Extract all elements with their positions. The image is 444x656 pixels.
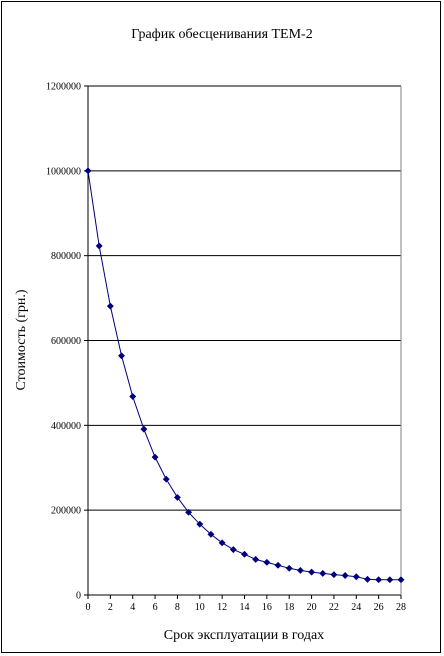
data-point [117, 352, 126, 360]
data-point [151, 453, 159, 461]
data-point [240, 550, 249, 558]
data-point [207, 530, 215, 538]
gridlines [88, 85, 401, 511]
data-point [341, 571, 349, 580]
x-tick-label: 14 [240, 602, 250, 613]
data-point [285, 564, 293, 572]
x-tick-label: 10 [195, 602, 205, 613]
data-point [319, 569, 327, 577]
data-point [397, 576, 405, 584]
x-tick-label: 2 [108, 602, 113, 613]
x-tick-label: 12 [217, 602, 227, 613]
data-point [140, 425, 148, 433]
x-tick-label: 26 [374, 602, 384, 613]
x-tick-label: 4 [130, 602, 135, 613]
data-point [196, 520, 204, 528]
y-axis-ticks: 0 200000 400000 600000 800000 1000000 1200000 [46, 82, 88, 602]
x-axis-ticks: 0 2 4 6 8 10 12 14 16 18 20 22 24 26 28 [86, 595, 406, 613]
x-tick-label: 0 [86, 602, 91, 613]
x-tick-label: 20 [307, 602, 317, 613]
data-point [162, 475, 170, 483]
data-point [129, 392, 137, 401]
data-point [263, 558, 271, 566]
data-point [308, 568, 316, 576]
data-point [386, 576, 394, 584]
x-tick-label: 24 [351, 602, 361, 613]
data-point [185, 508, 193, 516]
data-point [274, 561, 282, 569]
data-point [252, 555, 260, 563]
data-point [218, 539, 226, 547]
data-point [173, 493, 181, 501]
data-point [84, 167, 92, 175]
y-tick-label: 400000 [51, 421, 81, 432]
y-tick-label: 200000 [51, 506, 81, 517]
data-point [375, 576, 383, 584]
y-axis-label: Стоимость (грн.) [14, 289, 29, 390]
y-tick-label: 600000 [51, 336, 81, 347]
y-tick-label: 1000000 [46, 166, 81, 177]
x-tick-label: 22 [329, 602, 339, 613]
data-point [95, 242, 103, 250]
x-tick-label: 8 [175, 602, 180, 613]
chart-title: График обесценивания ТЕМ-2 [131, 27, 312, 42]
series-0 [84, 167, 405, 584]
data-point [229, 546, 237, 554]
x-tick-label: 6 [153, 602, 158, 613]
x-tick-label: 18 [284, 602, 294, 613]
y-tick-label: 1200000 [46, 82, 81, 93]
data-point [106, 302, 114, 310]
y-tick-label: 0 [76, 591, 81, 602]
data-point [363, 575, 372, 583]
data-point [352, 573, 360, 581]
data-point [330, 571, 338, 579]
x-tick-label: 16 [262, 602, 272, 613]
y-tick-label: 800000 [51, 251, 81, 262]
x-tick-label: 28 [396, 602, 406, 613]
data-point [296, 566, 304, 574]
x-axis-label: Срок эксплуатации в годах [164, 628, 324, 643]
